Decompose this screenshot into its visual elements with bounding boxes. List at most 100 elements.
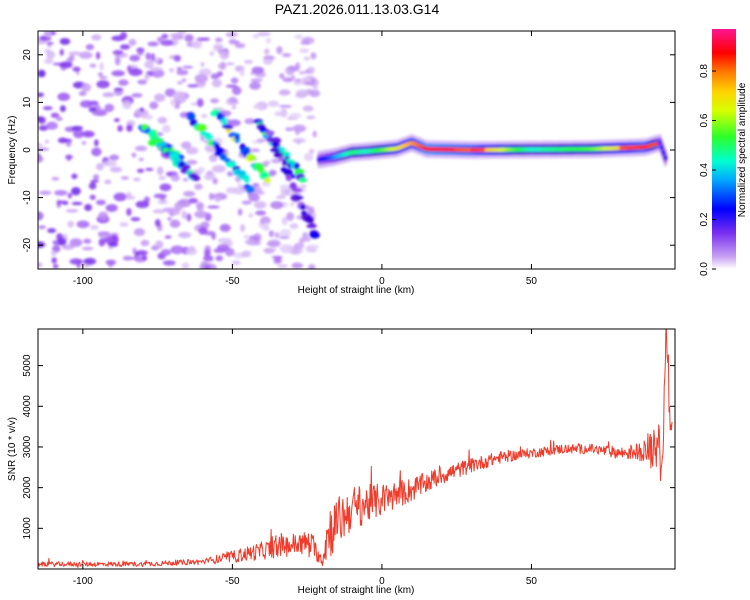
spectrogram-noise-blob bbox=[278, 104, 292, 108]
spectrogram-noise-blob bbox=[225, 248, 235, 257]
spectrogram-noise-blob bbox=[186, 247, 197, 256]
spectrogram-noise-blob bbox=[203, 173, 216, 181]
spectrogram-marks bbox=[38, 31, 668, 269]
spectrogram-noise-blob bbox=[312, 130, 317, 138]
spectrogram-xtick-label: 50 bbox=[526, 276, 538, 287]
spectrogram-ytick-label: 10 bbox=[22, 96, 33, 108]
spectrogram-noise-blob bbox=[135, 250, 148, 256]
spectrogram-noise-blob bbox=[66, 154, 71, 162]
spectrogram-ridge-segment bbox=[661, 150, 666, 156]
spectrogram-noise-blob bbox=[252, 104, 262, 109]
spectrogram-noise-blob bbox=[298, 237, 305, 244]
spectrogram-noise-blob bbox=[59, 61, 73, 69]
spectrogram-noise-blob bbox=[282, 77, 294, 83]
spectrogram-noise-blob bbox=[118, 79, 129, 86]
spectrogram-noise-blob bbox=[303, 56, 311, 61]
snr-x-ticks: -100 -50 0 50 bbox=[73, 329, 537, 587]
spectrogram-noise-blob bbox=[197, 166, 205, 173]
spectrogram-noise-blob bbox=[210, 73, 220, 80]
spectrogram-noise-blob bbox=[157, 116, 168, 124]
spectrogram-noise-blob bbox=[182, 65, 194, 69]
spectrogram-noise-blob bbox=[154, 219, 161, 227]
spectrogram-noise-blob bbox=[174, 104, 181, 109]
spectrogram-track-blob bbox=[300, 204, 306, 210]
colorbar-tick-label: 0.4 bbox=[699, 163, 710, 177]
spectrogram-noise-blob bbox=[281, 53, 292, 58]
spectrogram-noise-blob bbox=[133, 228, 146, 237]
spectrogram-noise-blob bbox=[51, 250, 57, 257]
spectrogram-noise-blob bbox=[231, 105, 237, 110]
spectrogram-noise-blob bbox=[126, 207, 132, 217]
spectrogram-track-blob bbox=[234, 138, 240, 143]
spectrogram-noise-blob bbox=[57, 92, 71, 102]
spectrogram-track-blob bbox=[294, 162, 300, 171]
colorbar-tick-label: 0.6 bbox=[699, 113, 710, 127]
spectrogram-noise-blob bbox=[98, 238, 106, 247]
spectrogram-noise-blob bbox=[91, 147, 102, 157]
spectrogram-noise-blob bbox=[191, 40, 203, 49]
spectrogram-track-blob bbox=[244, 177, 250, 184]
spectrogram-noise-blob bbox=[307, 66, 315, 75]
spectrogram-noise-blob bbox=[76, 220, 90, 229]
spectrogram-noise-blob bbox=[103, 160, 117, 167]
spectrogram-noise-blob bbox=[312, 85, 319, 90]
spectrogram-track-blob bbox=[270, 137, 282, 144]
spectrogram-noise-blob bbox=[290, 201, 295, 207]
spectrogram-noise-blob bbox=[126, 124, 133, 132]
spectrogram-noise-blob bbox=[237, 183, 242, 192]
spectrogram-ridge-peak bbox=[481, 148, 486, 152]
spectrogram-noise-blob bbox=[209, 51, 215, 56]
spectrogram-noise-blob bbox=[149, 101, 159, 110]
spectrogram-noise-blob bbox=[267, 101, 280, 107]
spectrogram-noise-blob bbox=[216, 244, 230, 251]
spectrogram-x-ticks: -100 -50 0 50 bbox=[73, 31, 538, 287]
spectrogram-noise-blob bbox=[129, 54, 141, 62]
colorbar-gradient bbox=[712, 29, 736, 269]
spectrogram-noise-blob bbox=[85, 43, 95, 51]
spectrogram-noise-blob bbox=[38, 225, 46, 230]
spectrogram-noise-blob bbox=[154, 93, 166, 102]
spectrogram-noise-blob bbox=[243, 235, 250, 239]
snr-ytick-label: 5000 bbox=[22, 354, 33, 377]
spectrogram-noise-blob bbox=[122, 100, 132, 110]
spectrogram-noise-blob bbox=[51, 257, 57, 264]
spectrogram-noise-blob bbox=[219, 223, 231, 232]
spectrogram-noise-blob bbox=[268, 230, 274, 238]
spectrogram-noise-blob bbox=[208, 192, 215, 201]
spectrogram-noise-blob bbox=[213, 43, 224, 52]
spectrogram-noise-blob bbox=[126, 65, 132, 73]
spectrogram-noise-blob bbox=[149, 66, 163, 72]
spectrogram-noise-blob bbox=[155, 240, 164, 249]
spectrogram-noise-blob bbox=[99, 62, 104, 71]
spectrogram-noise-blob bbox=[241, 200, 252, 205]
spectrogram-noise-blob bbox=[160, 39, 174, 46]
spectrogram-track-blob bbox=[283, 151, 291, 158]
spectrogram-noise-blob bbox=[71, 201, 83, 206]
spectrogram-noise-blob bbox=[113, 87, 124, 91]
spectrogram-noise-blob bbox=[38, 155, 44, 163]
spectrogram-xtick-label: -100 bbox=[73, 276, 93, 287]
spectrogram-noise-blob bbox=[137, 52, 144, 56]
spectrogram-noise-blob bbox=[119, 222, 129, 227]
spectrogram-noise-blob bbox=[299, 48, 310, 53]
spectrogram-track-blob bbox=[309, 231, 320, 239]
spectrogram-noise-blob bbox=[96, 80, 110, 89]
spectrogram-noise-blob bbox=[275, 257, 281, 261]
spectrogram-noise-blob bbox=[133, 177, 141, 182]
spectrogram-track-blob bbox=[283, 168, 293, 176]
spectrogram-noise-blob bbox=[230, 77, 239, 84]
spectrogram-noise-blob bbox=[119, 44, 131, 50]
spectrogram-track-blob bbox=[285, 174, 292, 182]
spectrogram-noise-blob bbox=[44, 58, 54, 64]
spectrogram-noise-blob bbox=[225, 84, 238, 88]
spectrogram-noise-blob bbox=[207, 205, 220, 209]
spectrogram-track-blob bbox=[248, 155, 257, 161]
spectrogram-track-blob bbox=[186, 112, 196, 121]
spectrogram-noise-blob bbox=[276, 195, 286, 199]
spectrogram-noise-blob bbox=[105, 204, 118, 212]
spectrogram-noise-blob bbox=[186, 146, 199, 155]
snr-xtick-label: 0 bbox=[379, 576, 385, 587]
spectrogram-noise-blob bbox=[263, 248, 275, 254]
colorbar-tick-label: 0.2 bbox=[699, 212, 710, 226]
spectrogram-noise-blob bbox=[38, 211, 44, 221]
